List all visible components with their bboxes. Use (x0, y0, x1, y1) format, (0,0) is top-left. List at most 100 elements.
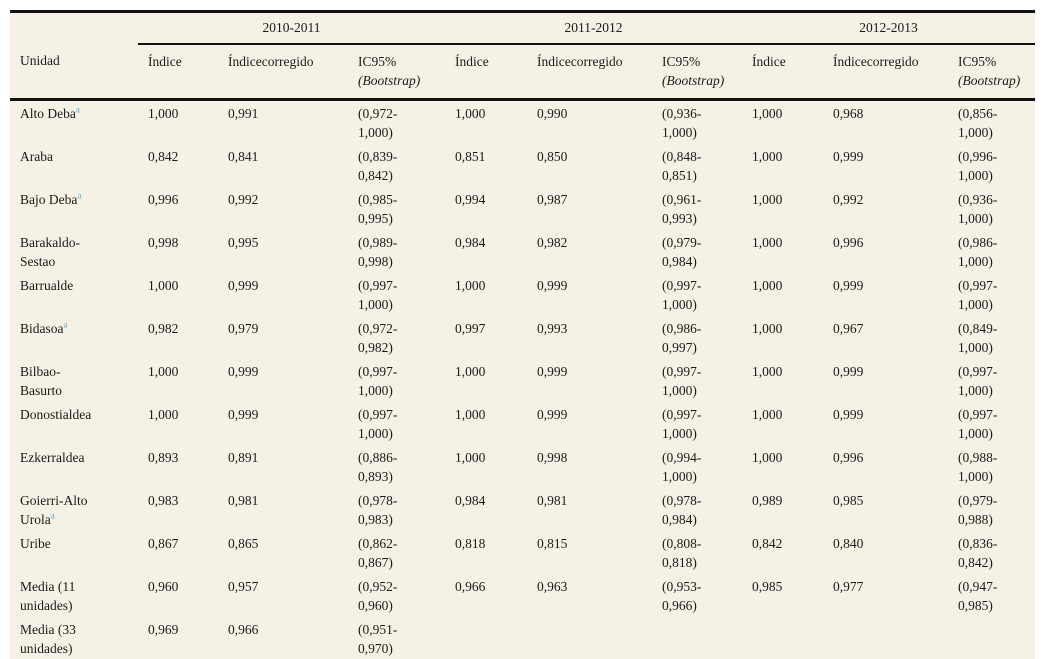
ic95-label: IC95% (662, 54, 701, 69)
col-header-indicecorregido-2: Índicecorregido (527, 44, 653, 101)
table-row: Bilbao- Basurto 1,000 0,999 (0,997- 1,000) 1… (10, 359, 1035, 402)
footnote-marker[interactable]: a (50, 510, 55, 521)
table-row: Ezkerraldea 0,893 0,891 (0,886- 0,893) 1,000… (10, 445, 1035, 488)
col-header-ic95-2: IC95% (Bootstrap) (652, 44, 743, 101)
value-cell: 0,992 (833, 192, 864, 207)
value-cell: (0,986- 1,000) (958, 235, 998, 269)
value-cell: 0,969 (138, 617, 218, 659)
value-cell: (0,997- 1,000) (958, 407, 998, 441)
value-cell: 1,000 (752, 407, 783, 422)
value-cell: 0,996 (833, 235, 864, 250)
unit-name: Barrualde (20, 278, 74, 293)
value-cell: 0,850 (537, 149, 568, 164)
value-cell: (0,978- 0,983) (358, 493, 398, 527)
value-cell: 0,999 (228, 278, 259, 293)
value-cell: 1,000 (752, 149, 783, 164)
value-cell: 0,991 (228, 106, 259, 121)
value-cell: (0,985- 0,995) (358, 192, 398, 226)
unit-name: Donostialdea (20, 407, 92, 422)
value-cell: (0,936- 1,000) (662, 106, 702, 140)
value-cell: 0,999 (228, 364, 259, 379)
value-cell: 0,984 (455, 235, 486, 250)
year-group-2010-2011: 2010-2011 (138, 11, 446, 45)
unit-cell: Bidasoaa (10, 316, 138, 359)
unit-cell: Bajo Debaa (10, 187, 138, 230)
value-cell: 1,000 (148, 106, 179, 121)
table-row: Bajo Debaa 0,996 0,992 (0,985- 0,995) 0,994 0… (10, 187, 1035, 230)
value-cell: 0,996 (833, 450, 864, 465)
footnote-marker[interactable]: a (77, 190, 82, 201)
value-cell: (0,953- 0,966) (662, 579, 702, 613)
value-cell: 0,983 (148, 493, 179, 508)
unit-cell: Alto Debaa (10, 100, 138, 145)
ic95-label: IC95% (958, 54, 997, 69)
unit-name: Uribe (20, 536, 51, 551)
value-cell: 0,967 (833, 321, 864, 336)
value-cell: 0,957 (228, 579, 259, 594)
value-cell: (0,997- 1,000) (662, 364, 702, 398)
value-cell: 0,963 (537, 579, 568, 594)
value-cell: (0,961- 0,993) (662, 192, 702, 226)
col-header-unidad: Unidad (10, 44, 138, 101)
value-cell: 0,999 (833, 364, 864, 379)
value-cell: (0,808- 0,818) (662, 536, 702, 570)
value-cell: 1,000 (752, 235, 783, 250)
value-cell: 0,994 (455, 192, 486, 207)
value-cell: 0,981 (537, 493, 568, 508)
value-cell: (0,979- 0,988) (958, 493, 998, 527)
value-cell: (0,978- 0,984) (662, 493, 702, 527)
unit-cell: Ezkerraldea (10, 445, 138, 488)
unit-name: Bidasoa (20, 321, 64, 336)
value-cell: 0,999 (537, 364, 568, 379)
value-cell (948, 617, 1036, 659)
value-cell: 0,982 (148, 321, 179, 336)
value-cell: 0,893 (148, 450, 179, 465)
value-cell: 0,999 (228, 407, 259, 422)
table-body: Alto Debaa 1,000 0,991 (0,972- 1,000) 1,000 0… (10, 100, 1036, 659)
value-cell: (0,996- 1,000) (958, 149, 998, 183)
ic95-label: IC95% (358, 54, 397, 69)
value-cell: (0,856- 1,000) (958, 106, 998, 140)
value-cell: 0,990 (537, 106, 568, 121)
value-cell: 0,960 (148, 579, 179, 594)
value-cell: 1,000 (455, 450, 486, 465)
results-table-container: 2010-2011 2011-2012 2012-2013 Unidad Índ… (10, 10, 1036, 659)
results-table: 2010-2011 2011-2012 2012-2013 Unidad Índ… (10, 10, 1036, 659)
column-header-row: Unidad Índice Índicecorregido IC95% (Boot… (10, 44, 1036, 101)
footnote-marker[interactable]: a (75, 104, 80, 115)
unit-cell: Barakaldo- Sestao (10, 230, 138, 273)
value-cell: (0,839- 0,842) (358, 149, 398, 183)
value-cell (527, 617, 653, 659)
value-cell: (0,986- 0,997) (662, 321, 702, 355)
value-cell: 0,966 (455, 579, 486, 594)
value-cell: 0,996 (148, 192, 179, 207)
value-cell: 0,999 (833, 149, 864, 164)
value-cell: (0,988- 1,000) (958, 450, 998, 484)
value-cell: 0,818 (455, 536, 486, 551)
value-cell: 1,000 (752, 450, 783, 465)
value-cell: 1,000 (752, 192, 783, 207)
value-cell: (0,989- 0,998) (358, 235, 398, 269)
value-cell: 0,998 (148, 235, 179, 250)
value-cell: 0,865 (228, 536, 259, 551)
unit-name: Barakaldo- Sestao (20, 235, 80, 269)
value-cell: 0,997 (455, 321, 486, 336)
value-cell: 0,842 (148, 149, 179, 164)
value-cell: (0,836- 0,842) (958, 536, 998, 570)
unit-name: Goierri-Alto Urola (20, 493, 88, 527)
value-cell: 0,985 (833, 493, 864, 508)
value-cell: (0,848- 0,851) (662, 149, 702, 183)
col-header-indice-2: Índice (445, 44, 528, 101)
value-cell: 0,867 (148, 536, 179, 551)
col-header-indicecorregido-1: Índicecorregido (218, 44, 348, 101)
value-cell: 0,985 (752, 579, 783, 594)
value-cell: (0,997- 1,000) (358, 364, 398, 398)
value-cell: (0,849- 1,000) (958, 321, 998, 355)
value-cell: 0,979 (228, 321, 259, 336)
footnote-marker[interactable]: a (63, 319, 68, 330)
unit-name: Araba (20, 149, 53, 164)
value-cell: 1,000 (752, 321, 783, 336)
table-row: Barrualde 1,000 0,999 (0,997- 1,000) 1,000 0,… (10, 273, 1035, 316)
table-row: Goierri-Alto Urolaa 0,983 0,981 (0,978- 0,9… (10, 488, 1035, 531)
